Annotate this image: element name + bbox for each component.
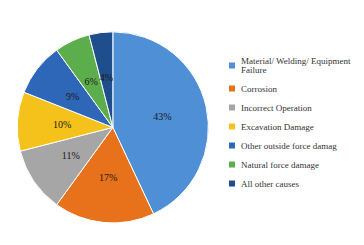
- svg-text:4%: 4%: [100, 72, 113, 83]
- svg-text:Corrosion: Corrosion: [241, 84, 278, 94]
- svg-text:6%: 6%: [85, 76, 98, 87]
- svg-text:Natural force damage: Natural force damage: [241, 160, 319, 170]
- svg-text:9%: 9%: [66, 91, 79, 102]
- svg-text:Excavation Damage: Excavation Damage: [241, 122, 314, 132]
- svg-text:Material/ Welding/ Equipment: Material/ Welding/ Equipment: [241, 56, 353, 66]
- svg-text:Other outside force damag: Other outside force damag: [241, 141, 337, 151]
- svg-text:11%: 11%: [62, 150, 80, 161]
- svg-text:17%: 17%: [99, 172, 117, 183]
- svg-text:Incorrect Operation: Incorrect Operation: [241, 103, 312, 113]
- svg-text:43%: 43%: [153, 111, 171, 122]
- svg-text:10%: 10%: [53, 119, 71, 130]
- svg-text:All other causes: All other causes: [241, 179, 299, 189]
- svg-text:Failure: Failure: [241, 65, 267, 75]
